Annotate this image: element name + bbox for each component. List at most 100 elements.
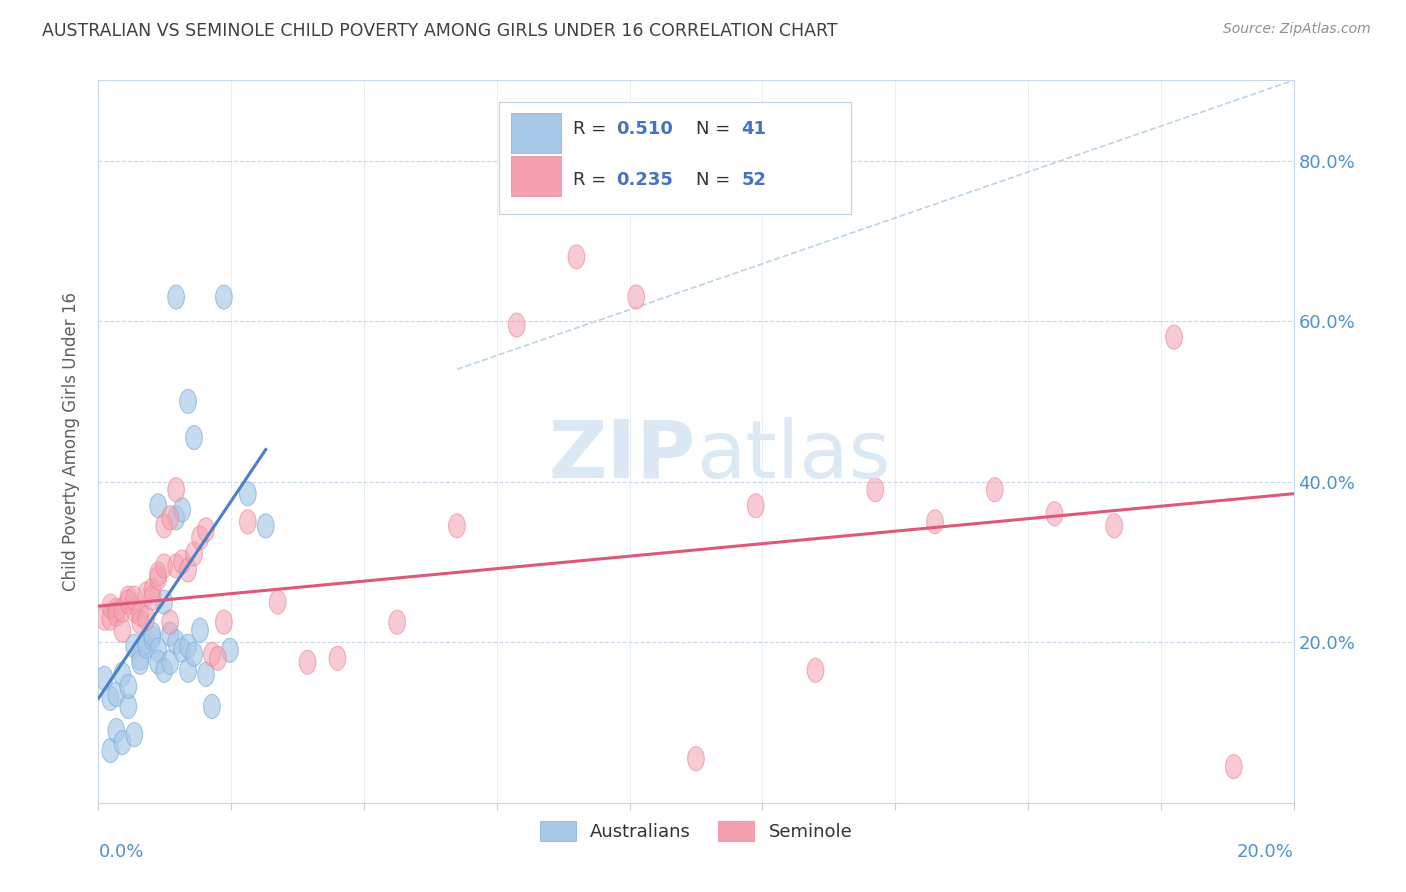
Ellipse shape (449, 514, 465, 538)
Ellipse shape (114, 618, 131, 642)
Ellipse shape (1166, 325, 1182, 349)
Text: 0.510: 0.510 (616, 120, 673, 138)
Text: R =: R = (572, 171, 612, 189)
Ellipse shape (270, 591, 285, 614)
Ellipse shape (156, 591, 173, 614)
Ellipse shape (174, 639, 190, 662)
Text: 52: 52 (741, 171, 766, 189)
Text: 0.235: 0.235 (616, 171, 673, 189)
Ellipse shape (568, 244, 585, 269)
Ellipse shape (180, 658, 197, 682)
Text: 20.0%: 20.0% (1237, 843, 1294, 861)
FancyBboxPatch shape (510, 156, 561, 196)
Ellipse shape (167, 477, 184, 501)
Ellipse shape (1107, 514, 1122, 538)
Ellipse shape (162, 506, 179, 530)
Ellipse shape (143, 623, 160, 646)
Ellipse shape (103, 739, 118, 763)
Ellipse shape (143, 626, 160, 650)
Text: 41: 41 (741, 120, 766, 138)
Text: ZIP: ZIP (548, 417, 696, 495)
Ellipse shape (807, 658, 824, 682)
Ellipse shape (239, 510, 256, 533)
Ellipse shape (132, 602, 149, 626)
Ellipse shape (167, 554, 184, 578)
Ellipse shape (186, 541, 202, 566)
Ellipse shape (688, 747, 704, 771)
Ellipse shape (868, 477, 883, 501)
FancyBboxPatch shape (499, 102, 852, 214)
Ellipse shape (127, 586, 142, 610)
Ellipse shape (120, 694, 136, 719)
Ellipse shape (103, 687, 118, 710)
Ellipse shape (180, 389, 197, 414)
Ellipse shape (120, 674, 136, 698)
Ellipse shape (389, 610, 405, 634)
Ellipse shape (132, 650, 149, 674)
Ellipse shape (120, 586, 136, 610)
Ellipse shape (174, 549, 190, 574)
Ellipse shape (198, 517, 214, 541)
Ellipse shape (150, 566, 166, 591)
Ellipse shape (927, 510, 943, 533)
Ellipse shape (127, 634, 142, 658)
Ellipse shape (103, 607, 118, 630)
Ellipse shape (96, 666, 112, 690)
Ellipse shape (1226, 755, 1241, 779)
Ellipse shape (191, 618, 208, 642)
Text: 0.0%: 0.0% (98, 843, 143, 861)
Ellipse shape (204, 694, 221, 719)
Ellipse shape (150, 494, 166, 517)
Ellipse shape (167, 285, 184, 310)
Ellipse shape (138, 634, 155, 658)
Ellipse shape (150, 650, 166, 674)
Ellipse shape (120, 591, 136, 614)
Ellipse shape (114, 662, 131, 687)
Ellipse shape (191, 525, 208, 549)
Ellipse shape (114, 599, 131, 623)
Ellipse shape (127, 599, 142, 623)
Text: atlas: atlas (696, 417, 890, 495)
Text: N =: N = (696, 120, 735, 138)
Ellipse shape (138, 607, 155, 630)
Ellipse shape (198, 662, 214, 687)
Ellipse shape (162, 610, 179, 634)
Ellipse shape (186, 642, 202, 666)
Ellipse shape (138, 582, 155, 607)
Ellipse shape (167, 506, 184, 530)
Y-axis label: Child Poverty Among Girls Under 16: Child Poverty Among Girls Under 16 (62, 292, 80, 591)
Ellipse shape (108, 602, 125, 626)
Text: AUSTRALIAN VS SEMINOLE CHILD POVERTY AMONG GIRLS UNDER 16 CORRELATION CHART: AUSTRALIAN VS SEMINOLE CHILD POVERTY AMO… (42, 22, 838, 40)
Ellipse shape (209, 646, 226, 671)
Ellipse shape (138, 630, 155, 654)
Ellipse shape (180, 634, 197, 658)
Ellipse shape (299, 650, 316, 674)
Ellipse shape (174, 498, 190, 522)
Ellipse shape (108, 599, 125, 623)
Text: R =: R = (572, 120, 612, 138)
Ellipse shape (509, 313, 524, 337)
Ellipse shape (329, 646, 346, 671)
Ellipse shape (132, 646, 149, 671)
Ellipse shape (156, 554, 173, 578)
Ellipse shape (127, 723, 142, 747)
Ellipse shape (167, 630, 184, 654)
Ellipse shape (628, 285, 644, 310)
Ellipse shape (1046, 501, 1063, 525)
Ellipse shape (103, 594, 118, 618)
Legend: Australians, Seminole: Australians, Seminole (533, 814, 859, 848)
Ellipse shape (108, 719, 125, 742)
Text: Source: ZipAtlas.com: Source: ZipAtlas.com (1223, 22, 1371, 37)
Ellipse shape (150, 562, 166, 586)
Ellipse shape (215, 610, 232, 634)
Ellipse shape (156, 658, 173, 682)
Ellipse shape (215, 285, 232, 310)
Ellipse shape (143, 586, 160, 610)
Text: N =: N = (696, 171, 735, 189)
FancyBboxPatch shape (510, 112, 561, 153)
Ellipse shape (257, 514, 274, 538)
Ellipse shape (150, 639, 166, 662)
Ellipse shape (114, 731, 131, 755)
Ellipse shape (162, 623, 179, 646)
Ellipse shape (108, 682, 125, 706)
